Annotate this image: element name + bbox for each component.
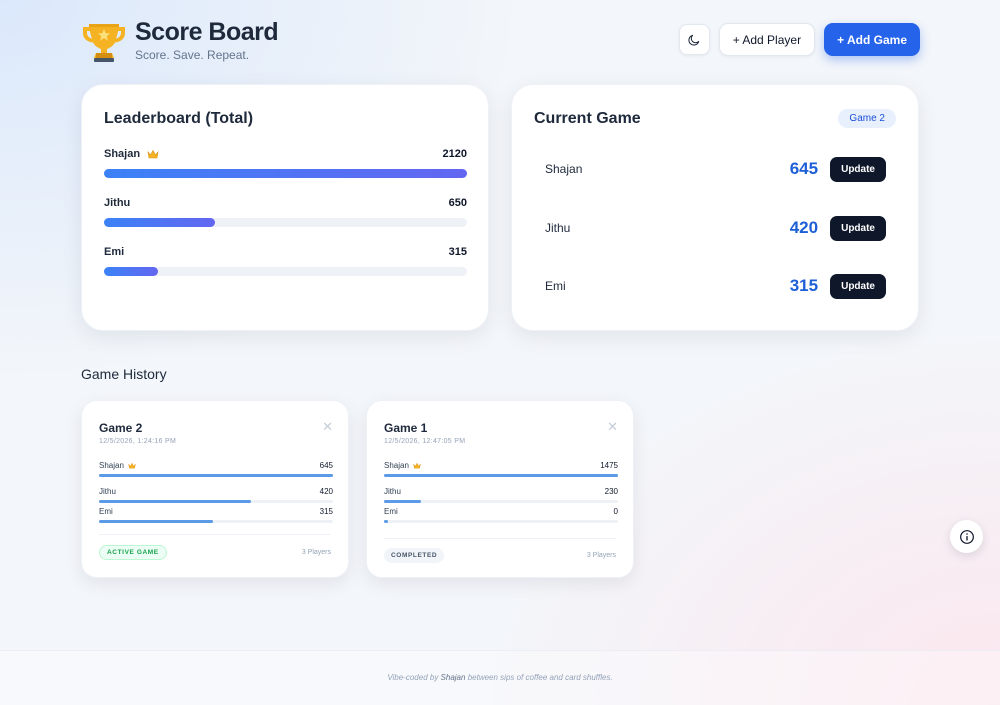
player-name: Shajan [545, 162, 583, 176]
history-player-row: Jithu 230 [384, 486, 618, 503]
player-name: Jithu [104, 197, 131, 209]
footer-author: Shajan [440, 673, 466, 682]
app-title: Score Board [135, 18, 279, 46]
moon-icon [688, 34, 700, 46]
player-name: Emi [384, 506, 398, 516]
leaderboard-title: Leaderboard (Total) [104, 110, 254, 127]
history-player-row: Shajan 645 [99, 460, 333, 477]
score-progress-bar [99, 520, 333, 523]
player-count: 3 Players [301, 549, 331, 556]
leaderboard-row: Emi 315 [104, 244, 467, 276]
status-badge: COMPLETED [384, 548, 445, 563]
current-game-card: Current Game Game 2 Shajan 645 Update Ji… [511, 84, 919, 331]
leaderboard-row: Jithu 650 [104, 195, 467, 227]
history-game-title: Game 1 [384, 421, 428, 435]
player-name: Jithu [99, 486, 116, 496]
score-progress-bar [99, 474, 333, 477]
score-progress-bar [104, 169, 467, 178]
player-name: Jithu [384, 486, 401, 496]
player-name: Shajan [104, 148, 141, 160]
divider [99, 534, 331, 535]
player-score: 645 [319, 460, 333, 470]
close-icon[interactable]: ✕ [322, 419, 333, 434]
footer: Vibe-coded by Shajan between sips of cof… [0, 650, 1000, 705]
player-total-score: 2120 [442, 148, 467, 160]
player-name: Emi [99, 506, 113, 516]
player-name: Shajan [99, 460, 124, 470]
player-name: Emi [104, 246, 125, 258]
player-game-score: 315 [789, 276, 819, 295]
player-name: Shajan [384, 460, 409, 470]
app-subtitle: Score. Save. Repeat. [135, 48, 250, 62]
player-name: Jithu [545, 221, 571, 235]
score-progress-fill [384, 520, 388, 523]
score-progress-bar [384, 520, 618, 523]
score-progress-fill [104, 267, 159, 276]
update-score-button[interactable]: Update [830, 273, 886, 299]
score-progress-fill [104, 169, 467, 178]
score-progress-bar [104, 267, 467, 276]
header-actions: + Add Player + Add Game [678, 23, 920, 56]
history-game-date: 12/5/2026, 1:24:16 PM [99, 438, 177, 445]
status-badge: ACTIVE GAME [99, 545, 167, 560]
player-score: 230 [604, 486, 618, 496]
score-progress-fill [99, 520, 214, 523]
divider [384, 538, 616, 539]
add-player-button[interactable]: + Add Player [718, 23, 816, 56]
score-progress-bar [104, 218, 467, 227]
player-total-score: 315 [448, 246, 467, 258]
history-player-row: Jithu 420 [99, 486, 333, 503]
leaderboard-card: Leaderboard (Total) Shajan 2120 Jithu 65… [81, 84, 489, 331]
update-score-button[interactable]: Update [830, 156, 886, 182]
info-icon [959, 529, 974, 544]
current-game-row: Jithu 420 Update [545, 213, 886, 243]
update-score-button[interactable]: Update [830, 215, 886, 241]
player-count: 3 Players [586, 552, 616, 559]
history-game-title: Game 2 [99, 421, 143, 435]
player-total-score: 650 [448, 197, 467, 209]
score-progress-bar [99, 500, 333, 503]
crown-icon [128, 462, 136, 468]
footer-suffix: between sips of coffee and card shuffles… [467, 673, 613, 682]
player-score: 1475 [600, 460, 618, 470]
crown-icon [413, 462, 421, 468]
app-header: Score Board Score. Save. Repeat. + Add P… [80, 14, 920, 66]
player-score: 0 [613, 506, 618, 516]
theme-toggle-button[interactable] [678, 24, 710, 55]
current-game-row: Shajan 645 Update [545, 154, 886, 184]
add-game-button[interactable]: + Add Game [824, 23, 920, 56]
history-card[interactable]: Game 1 ✕ 12/5/2026, 12:47:05 PM Shajan 1… [366, 400, 634, 578]
score-progress-fill [104, 218, 216, 227]
current-game-row: Emi 315 Update [545, 271, 886, 301]
leaderboard-row: Shajan 2120 [104, 146, 467, 178]
trophy-icon [83, 24, 125, 62]
current-game-badge: Game 2 [838, 109, 896, 128]
score-progress-bar [384, 500, 618, 503]
score-progress-fill [384, 474, 618, 477]
player-score: 420 [319, 486, 333, 496]
game-history-title: Game History [81, 366, 167, 382]
footer-text: Vibe-coded by Shajan between sips of cof… [0, 673, 1000, 682]
footer-prefix: Vibe-coded by [387, 673, 439, 682]
player-game-score: 420 [789, 218, 819, 237]
history-game-date: 12/5/2026, 12:47:05 PM [384, 438, 466, 445]
crown-icon [147, 149, 159, 159]
history-player-row: Emi 315 [99, 506, 333, 523]
history-player-row: Shajan 1475 [384, 460, 618, 477]
close-icon[interactable]: ✕ [607, 419, 618, 434]
info-button[interactable] [950, 520, 983, 553]
score-progress-fill [99, 474, 333, 477]
player-score: 315 [319, 506, 333, 516]
current-game-title: Current Game [534, 110, 641, 127]
player-name: Emi [545, 279, 566, 293]
player-game-score: 645 [789, 159, 819, 178]
score-progress-fill [99, 500, 252, 503]
score-progress-bar [384, 474, 618, 477]
score-progress-fill [384, 500, 421, 503]
brand: Score Board Score. Save. Repeat. [80, 16, 279, 64]
history-player-row: Emi 0 [384, 506, 618, 523]
history-card[interactable]: Game 2 ✕ 12/5/2026, 1:24:16 PM Shajan 64… [81, 400, 349, 578]
